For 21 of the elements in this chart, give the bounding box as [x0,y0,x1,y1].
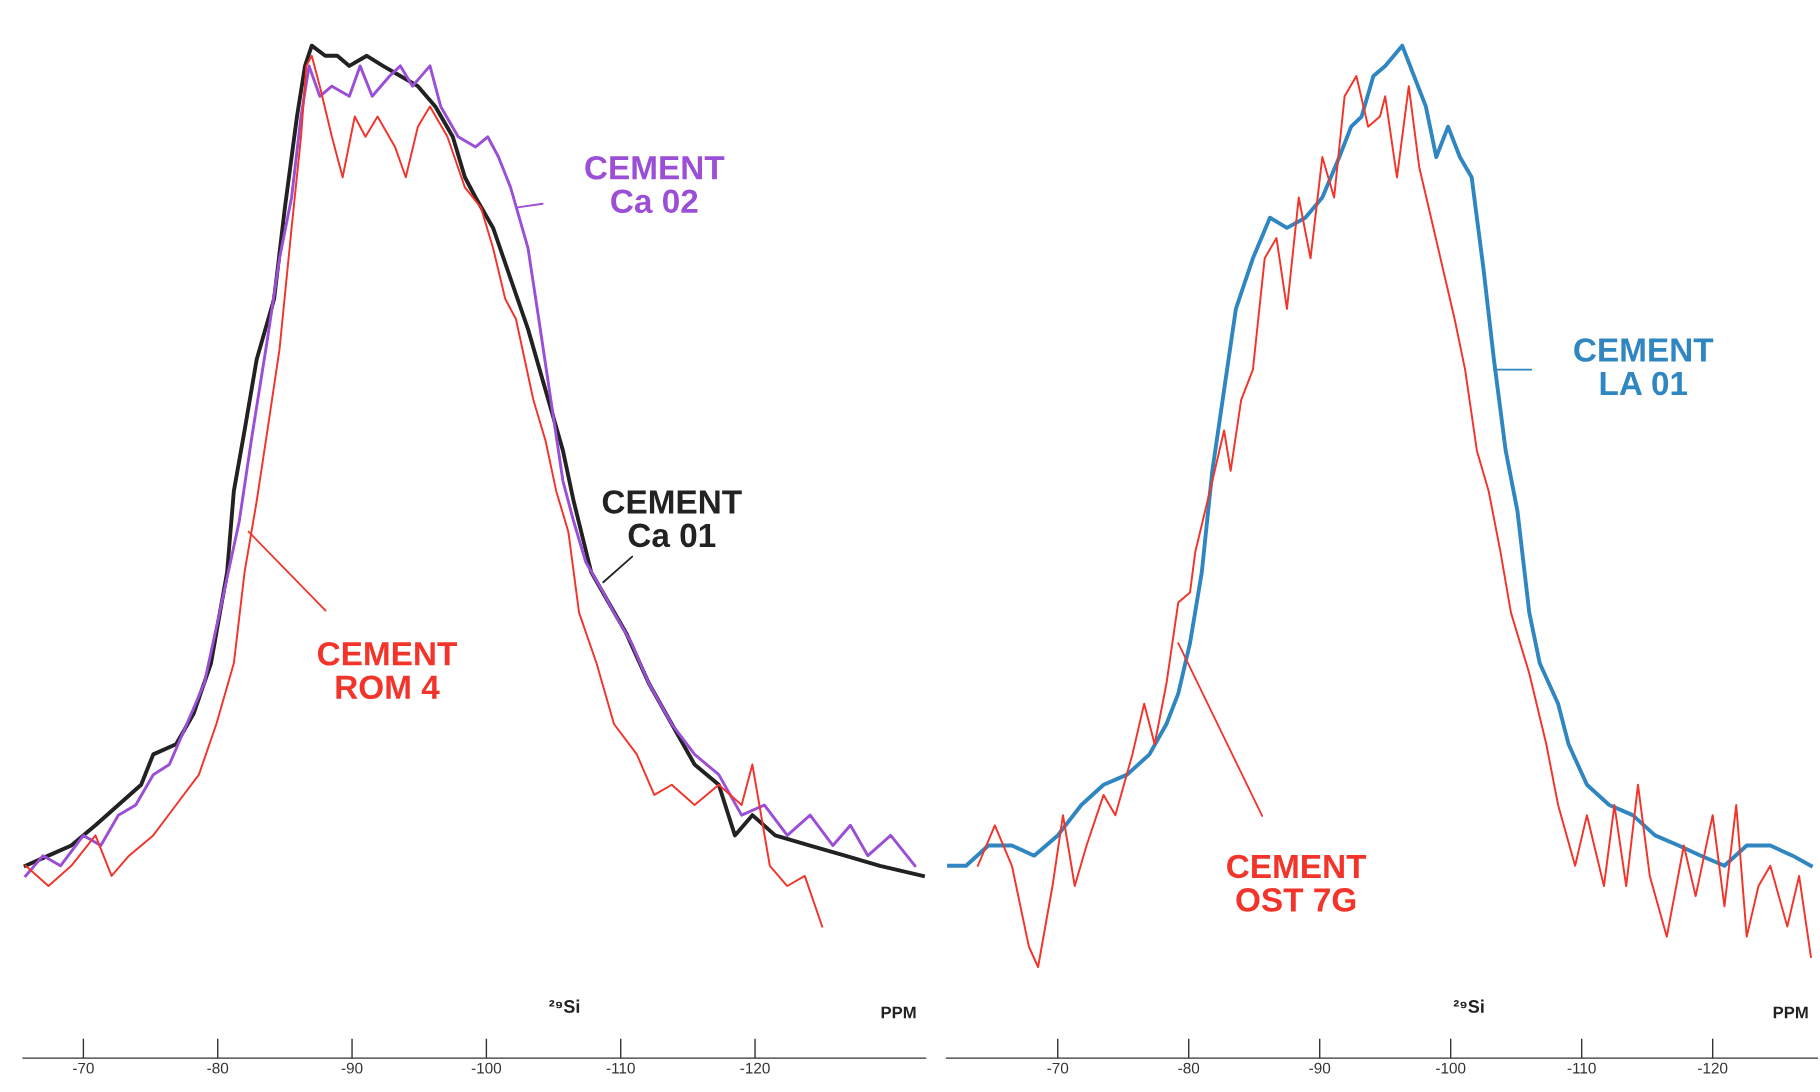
x-tick-label: -80 [1178,1062,1200,1074]
legend-label: CEMENT LA 01 [1574,338,1714,396]
x-tick-label: -90 [1309,1062,1331,1074]
series-label: CEMENT Ca 01 [602,490,742,548]
x-tick-label: -90 [341,1062,363,1074]
x-tick-label: -120 [1698,1062,1728,1074]
x-tick-label: -100 [471,1062,502,1074]
annotation: ²⁹Si [1453,999,1484,1013]
annotation: ²⁹Si [549,999,580,1013]
x-axis-title: PPM [1773,1006,1808,1019]
x-tick-label: -110 [606,1062,635,1074]
x-tick-label: -120 [740,1062,770,1074]
x-tick-label: -70 [1047,1062,1069,1074]
x-tick-label: -80 [207,1062,229,1074]
x-tick-label: -100 [1436,1062,1466,1074]
legend-label: CEMENT Ca 02 [585,156,725,214]
text: CEMENT OST 7G [1227,854,1367,912]
x-axis-title: PPM [881,1006,916,1019]
x-tick-label: -110 [1567,1062,1596,1074]
text: CEMENT ROM 4 [317,642,457,700]
x-tick-label: -70 [73,1062,94,1074]
